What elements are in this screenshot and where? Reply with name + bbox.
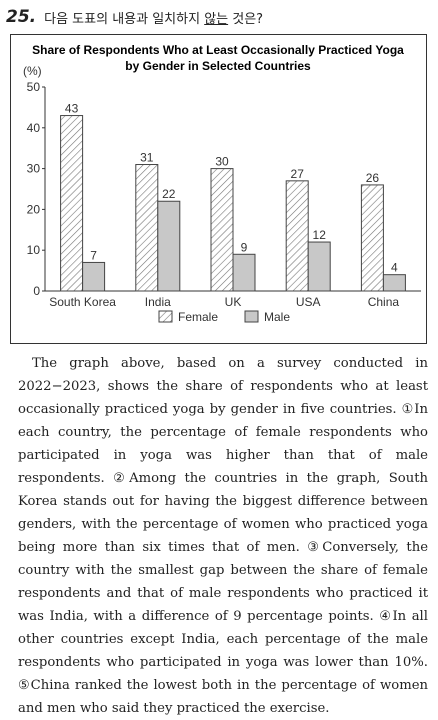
y-tick-label: 30 — [27, 162, 41, 176]
question-number: 25. — [6, 7, 37, 27]
bar-male-india — [157, 200, 181, 292]
legend-label-male: Male — [264, 310, 290, 324]
y-tick-label: 20 — [27, 202, 41, 216]
legend-swatch-female — [158, 310, 173, 323]
question-text-after: 것은? — [228, 11, 264, 27]
y-axis-label: (%) — [23, 64, 42, 78]
x-tick-label: South Korea — [49, 295, 116, 309]
chart-title-line1: Share of Respondents Who at Least Occasi… — [32, 43, 404, 57]
data-label: 26 — [366, 171, 380, 185]
data-label: 31 — [140, 151, 154, 165]
chart-title-line2: by Gender in Selected Countries — [125, 59, 311, 73]
bar-female-south-korea — [60, 115, 84, 292]
bar-male-south-korea — [82, 261, 106, 292]
bar-male-usa — [307, 241, 331, 292]
bar-male-china — [382, 274, 406, 292]
question-text-before: 다음 도표의 내용과 일치하지 — [44, 11, 205, 27]
legend-label-female: Female — [178, 310, 218, 324]
y-tick-label: 40 — [27, 121, 41, 135]
legend-swatch-male — [244, 310, 259, 323]
passage-choice-2: ②Among the countries in the graph, South… — [18, 471, 428, 555]
data-label: 27 — [291, 167, 305, 181]
legend: Female Male — [158, 310, 290, 324]
data-label: 30 — [215, 155, 229, 169]
bar-female-china — [360, 184, 384, 292]
passage: The graph above, based on a survey condu… — [18, 352, 428, 720]
y-tick-label: 50 — [27, 80, 41, 94]
data-label: 4 — [391, 261, 398, 275]
question-text-underlined: 않는 — [204, 11, 229, 27]
x-tick-label: USA — [296, 295, 321, 309]
bar-chart: Share of Respondents Who at Least Occasi… — [23, 43, 421, 324]
passage-intro: The graph above, based on a survey condu… — [18, 356, 428, 417]
y-tick-label: 10 — [27, 243, 41, 257]
data-label: 9 — [241, 240, 248, 254]
passage-choice-3: ③Conversely, the country with the smalle… — [18, 540, 428, 624]
x-tick-label: China — [368, 295, 400, 309]
question-header: 25. 다음 도표의 내용과 일치하지 않는 것은? — [6, 4, 263, 30]
passage-choice-5: ⑤China ranked the lowest both in the per… — [18, 678, 428, 716]
passage-paragraph: The graph above, based on a survey condu… — [18, 352, 428, 720]
data-label: 7 — [90, 248, 97, 262]
data-label: 12 — [313, 228, 327, 242]
bar-female-india — [135, 164, 159, 292]
question-text: 다음 도표의 내용과 일치하지 않는 것은? — [44, 8, 263, 27]
passage-choice-1: ①In each country, the percentage of fema… — [18, 402, 429, 486]
y-tick-label: 0 — [33, 284, 40, 298]
x-tick-label: India — [145, 295, 171, 309]
bar-male-uk — [232, 253, 256, 292]
plot-area: 0 10 20 30 40 50 43 7 South Korea 31 22 India 30 9 UK 2… — [27, 80, 421, 309]
passage-choice-4: ④In all other countries except India, ea… — [18, 609, 428, 670]
data-label: 22 — [162, 187, 176, 201]
bar-female-usa — [285, 180, 309, 292]
chart-frame: Share of Respondents Who at Least Occasi… — [10, 34, 427, 344]
bar-female-uk — [210, 168, 234, 292]
data-label: 43 — [65, 102, 79, 116]
x-tick-label: UK — [225, 295, 242, 309]
